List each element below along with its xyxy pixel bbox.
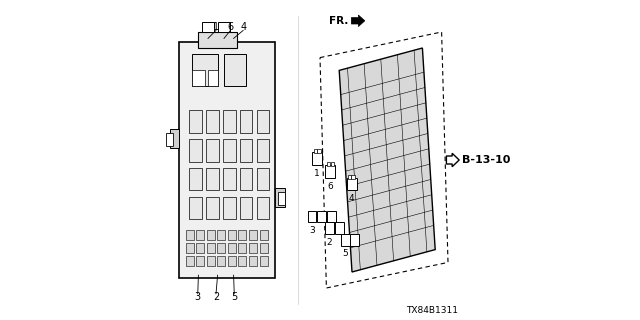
Bar — [327, 211, 336, 222]
Bar — [189, 110, 202, 133]
Text: 5: 5 — [231, 292, 237, 302]
Text: TX84B1311: TX84B1311 — [406, 306, 458, 315]
Bar — [166, 133, 173, 146]
Bar — [278, 192, 285, 205]
Bar — [240, 110, 252, 133]
Text: 4: 4 — [240, 22, 246, 32]
Bar — [249, 243, 257, 253]
Text: 1: 1 — [314, 169, 319, 178]
Bar — [340, 234, 349, 246]
Text: B-13-10: B-13-10 — [462, 155, 511, 165]
Bar — [206, 139, 219, 162]
Text: 6: 6 — [327, 182, 333, 191]
Bar — [170, 129, 179, 148]
Bar — [347, 178, 357, 190]
Bar — [218, 243, 225, 253]
Bar — [186, 243, 193, 253]
Bar — [275, 188, 285, 207]
Polygon shape — [339, 48, 435, 272]
Bar — [207, 230, 215, 240]
Text: 4: 4 — [349, 194, 354, 203]
Bar — [208, 70, 218, 86]
Bar — [335, 222, 344, 234]
Bar — [331, 162, 334, 166]
Bar — [196, 256, 204, 266]
Bar — [198, 32, 237, 48]
Bar — [186, 256, 193, 266]
Bar — [206, 197, 219, 219]
Bar — [260, 243, 268, 253]
Bar — [240, 139, 252, 162]
Bar — [351, 175, 355, 179]
Bar — [257, 168, 269, 190]
Bar — [218, 22, 230, 32]
Bar — [202, 22, 214, 32]
Bar — [257, 139, 269, 162]
Bar — [206, 168, 219, 190]
Bar — [218, 230, 225, 240]
Bar — [239, 230, 246, 240]
FancyArrow shape — [447, 153, 460, 167]
Bar — [196, 230, 204, 240]
Bar — [260, 230, 268, 240]
Text: FR.: FR. — [330, 16, 349, 26]
Text: 5: 5 — [342, 249, 348, 258]
Bar — [223, 110, 236, 133]
Bar — [327, 162, 330, 166]
Bar — [223, 139, 236, 162]
Bar — [189, 197, 202, 219]
Bar — [196, 243, 204, 253]
Bar — [228, 243, 236, 253]
Bar — [239, 243, 246, 253]
Bar — [308, 211, 317, 222]
Bar — [189, 139, 202, 162]
Bar — [257, 197, 269, 219]
Bar — [325, 222, 334, 234]
Text: 2: 2 — [327, 238, 332, 247]
Bar — [218, 256, 225, 266]
Bar — [257, 110, 269, 133]
Bar — [192, 70, 205, 86]
FancyArrow shape — [351, 15, 365, 27]
Bar — [223, 168, 236, 190]
Bar — [207, 243, 215, 253]
Text: 3: 3 — [310, 226, 315, 235]
Bar — [228, 256, 236, 266]
Bar — [325, 165, 335, 178]
Bar — [351, 234, 360, 246]
Bar — [312, 152, 323, 165]
Text: 1: 1 — [213, 22, 219, 32]
Bar — [249, 256, 257, 266]
Bar — [223, 197, 236, 219]
Bar — [249, 230, 257, 240]
Bar — [179, 42, 275, 278]
Bar — [240, 168, 252, 190]
Bar — [260, 256, 268, 266]
Bar — [206, 110, 219, 133]
Text: 2: 2 — [213, 292, 219, 302]
Bar — [224, 54, 246, 86]
Bar — [186, 230, 193, 240]
Bar — [207, 256, 215, 266]
Bar — [314, 149, 317, 153]
Bar — [317, 149, 321, 153]
Bar — [348, 175, 351, 179]
Text: 3: 3 — [195, 292, 201, 302]
Bar — [192, 54, 218, 86]
Bar — [240, 197, 252, 219]
Bar — [189, 168, 202, 190]
Bar — [228, 230, 236, 240]
Text: 6: 6 — [227, 22, 234, 32]
Bar — [317, 211, 326, 222]
Bar — [239, 256, 246, 266]
